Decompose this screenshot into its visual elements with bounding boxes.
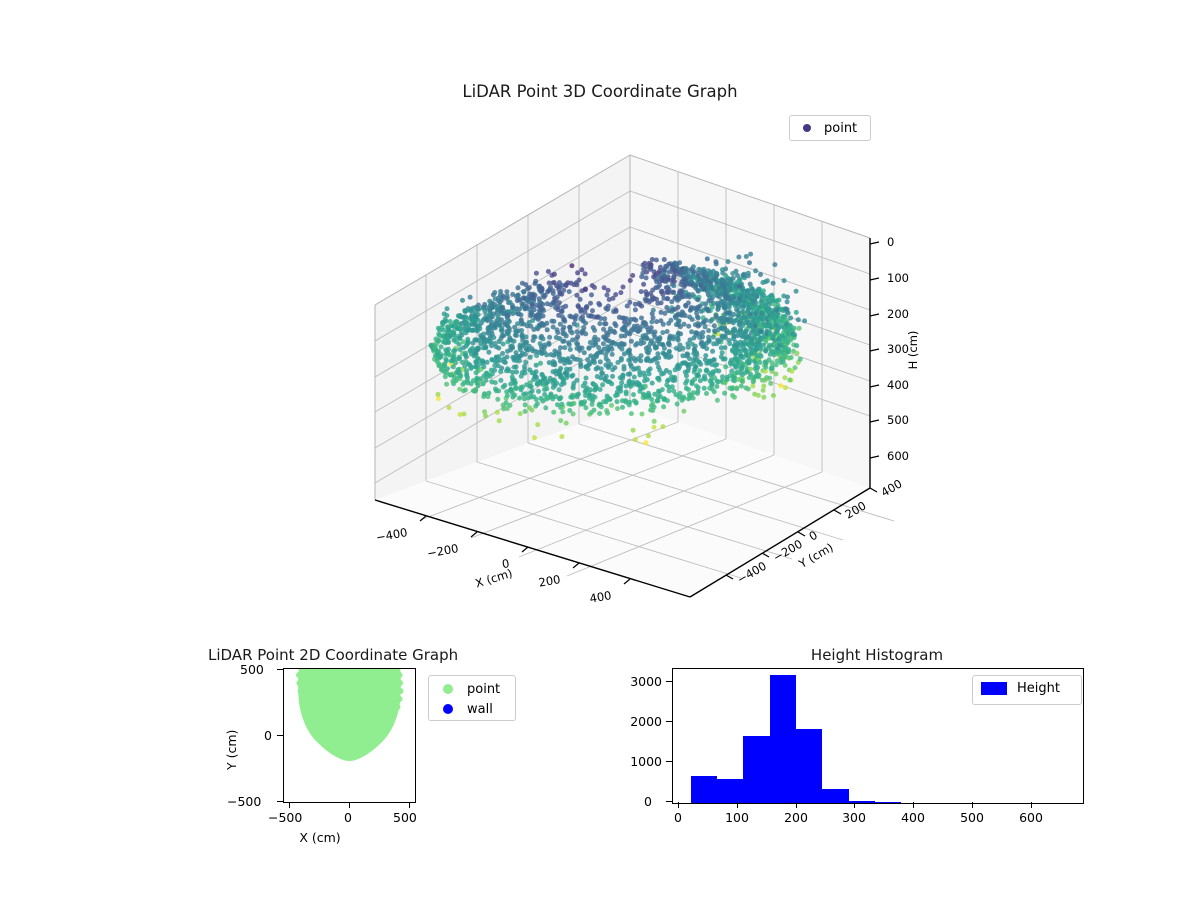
histogram-bar (848, 800, 876, 803)
plot2d-ytick-1: 0 (264, 728, 272, 743)
plot3d-ztick-0: 0 (887, 235, 894, 249)
histogram-bar (716, 779, 744, 803)
hist-ytick-2: 2000 (630, 714, 662, 729)
plot2d-svg (296, 669, 404, 761)
plot3d-ztick-4: 400 (887, 378, 909, 392)
plot3d-xtick-3: 200 (537, 572, 561, 590)
legend-entry-wall[interactable]: wall (429, 699, 515, 719)
legend-entry-height[interactable]: Height (973, 676, 1081, 700)
histogram-bar (690, 775, 717, 803)
plot3d-xlabel: X (cm) (474, 566, 514, 591)
plot3d-xtick-4: 400 (588, 588, 612, 606)
plot3d-ztick-2: 200 (887, 307, 909, 321)
hist-xtick-mark-3 (854, 802, 855, 808)
hist-xtick-mark-1 (737, 802, 738, 808)
plot3d-ztick-5: 500 (887, 413, 909, 427)
scatter-2d-point-region (298, 669, 401, 761)
histogram-bar (769, 674, 796, 803)
wall-marker-icon (429, 704, 467, 714)
plot2d-ytick-2: 500 (240, 662, 264, 677)
plot2d-xlabel: X (cm) (299, 830, 341, 845)
plot2d-legend[interactable]: point wall (428, 675, 516, 721)
legend-entry-point[interactable]: point (429, 679, 515, 699)
hist-ytick-mark-3 (666, 681, 672, 682)
plot3d-xtick-2: 0 (501, 556, 511, 571)
histogram-bar (796, 728, 823, 803)
hist-xtick-2: 200 (784, 810, 808, 825)
height-histogram-axes[interactable] (672, 668, 1084, 804)
hist-ytick-3: 3000 (630, 674, 662, 689)
legend-label-point: point (467, 681, 501, 697)
plot3d-zlabel: H (cm) (906, 331, 920, 370)
hist-xtick-6: 600 (1019, 810, 1043, 825)
plot3d-ztick-6: 600 (887, 449, 909, 463)
hist-ytick-mark-2 (666, 721, 672, 722)
plot2d-ytick-mark-0 (277, 801, 283, 802)
hist-ytick-0: 0 (644, 794, 652, 809)
hist-xtick-mark-2 (796, 802, 797, 808)
plot2d-xtick-0: −500 (268, 810, 303, 825)
hist-xtick-mark-4 (913, 802, 914, 808)
pane-floor (375, 405, 870, 597)
histogram-bar (875, 802, 902, 803)
plot2d-ytick-mark-1 (277, 735, 283, 736)
plot3d-ztick-3: 300 (887, 342, 909, 356)
lidar-3d-axes[interactable]: −400 −200 0 200 400 X (cm) −400 −200 0 2… (300, 120, 940, 630)
plot2d-xtick-mark-0 (289, 802, 290, 808)
dot-icon (443, 704, 453, 714)
plot3d-xtick-1: −200 (426, 541, 460, 560)
histogram-legend[interactable]: Height (972, 675, 1082, 705)
legend-entry-point[interactable]: point (790, 116, 870, 140)
plot3d-title: LiDAR Point 3D Coordinate Graph (462, 82, 738, 101)
hist-xtick-1: 100 (725, 810, 749, 825)
plot3d-legend[interactable]: point (789, 115, 871, 141)
yaxis-ticks (725, 487, 878, 580)
legend-label-height: Height (1017, 680, 1060, 696)
hist-xtick-mark-0 (678, 802, 679, 808)
hist-ytick-1: 1000 (630, 754, 662, 769)
plot2d-ylabel: Y (cm) (224, 729, 239, 770)
scatter-2d-edge-dots (296, 672, 404, 758)
point-marker-icon (790, 124, 824, 132)
legend-label-point: point (824, 120, 858, 136)
xaxis-ticks (419, 515, 631, 585)
plot3d-ytick-4: 400 (879, 476, 905, 499)
hist-ytick-mark-0 (666, 801, 672, 802)
plot3d-xtick-0: −400 (375, 525, 409, 544)
histogram-title: Height Histogram (810, 646, 944, 664)
lidar-2d-axes[interactable] (283, 668, 416, 803)
zaxis-ticks (869, 241, 880, 459)
hist-xtick-3: 300 (842, 810, 866, 825)
plot2d-ytick-0: −500 (227, 794, 262, 809)
legend-label-wall: wall (467, 701, 493, 717)
plot2d-title: LiDAR Point 2D Coordinate Graph (208, 646, 459, 664)
histogram-bar (822, 788, 849, 803)
hist-xtick-5: 500 (960, 810, 984, 825)
hist-xtick-4: 400 (901, 810, 925, 825)
histogram-bar (743, 735, 770, 803)
plot2d-xtick-2: 500 (393, 810, 417, 825)
plot3d-ytick-2: 0 (807, 528, 820, 544)
point-marker-icon (429, 684, 467, 694)
point-cloud-3d (428, 251, 808, 446)
dot-icon (803, 124, 811, 132)
plot2d-xtick-1: 0 (344, 810, 352, 825)
dot-icon (443, 684, 453, 694)
hist-ytick-mark-1 (666, 761, 672, 762)
bar-swatch-icon (981, 681, 1007, 695)
plot2d-xtick-mark-2 (409, 802, 410, 808)
plot2d-ytick-mark-2 (277, 669, 283, 670)
plot2d-xtick-mark-1 (349, 802, 350, 808)
hist-xtick-mark-5 (972, 802, 973, 808)
hist-xtick-0: 0 (674, 810, 682, 825)
hist-xtick-mark-6 (1031, 802, 1032, 808)
plot3d-ztick-1: 100 (887, 271, 909, 285)
plot3d-svg: −400 −200 0 200 400 X (cm) −400 −200 0 2… (374, 154, 920, 606)
